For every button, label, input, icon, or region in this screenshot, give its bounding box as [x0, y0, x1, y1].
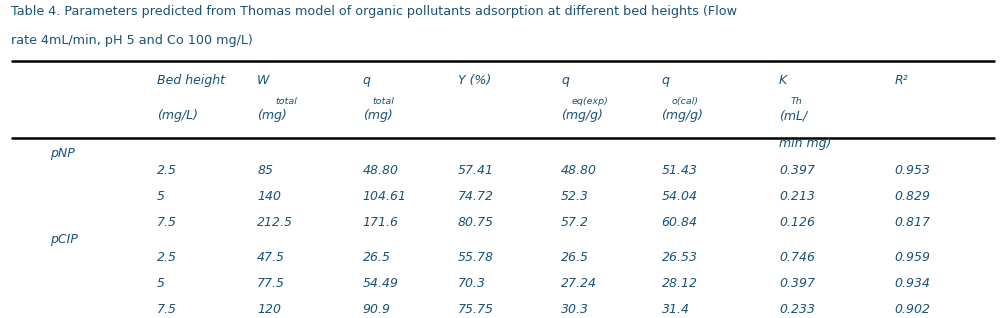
Text: Bed height: Bed height — [157, 74, 225, 87]
Text: 120: 120 — [258, 303, 282, 316]
Text: 30.3: 30.3 — [561, 303, 590, 316]
Text: 57.2: 57.2 — [561, 216, 590, 229]
Text: 0.397: 0.397 — [779, 164, 815, 177]
Text: 0.233: 0.233 — [779, 303, 815, 316]
Text: 26.5: 26.5 — [362, 251, 390, 264]
Text: total: total — [372, 97, 394, 106]
Text: total: total — [276, 97, 297, 106]
Text: 0.959: 0.959 — [894, 251, 931, 264]
Text: 48.80: 48.80 — [561, 164, 598, 177]
Text: 0.746: 0.746 — [779, 251, 815, 264]
Text: (mg/g): (mg/g) — [662, 109, 703, 122]
Text: 140: 140 — [258, 190, 282, 203]
Text: 55.78: 55.78 — [458, 251, 494, 264]
Text: Th: Th — [791, 97, 803, 106]
Text: 31.4: 31.4 — [662, 303, 689, 316]
Text: R²: R² — [894, 74, 907, 87]
Text: 77.5: 77.5 — [258, 277, 286, 290]
Text: 171.6: 171.6 — [362, 216, 398, 229]
Text: 60.84: 60.84 — [662, 216, 697, 229]
Text: 26.5: 26.5 — [561, 251, 590, 264]
Text: q: q — [662, 74, 669, 87]
Text: 57.41: 57.41 — [458, 164, 494, 177]
Text: pCIP: pCIP — [49, 233, 77, 246]
Text: 0.934: 0.934 — [894, 277, 931, 290]
Text: 27.24: 27.24 — [561, 277, 598, 290]
Text: min mg): min mg) — [779, 137, 831, 150]
Text: 0.953: 0.953 — [894, 164, 931, 177]
Text: 47.5: 47.5 — [258, 251, 286, 264]
Text: 52.3: 52.3 — [561, 190, 590, 203]
Text: 5: 5 — [157, 277, 165, 290]
Text: (mg/L): (mg/L) — [157, 109, 198, 122]
Text: 85: 85 — [258, 164, 274, 177]
Text: Y (%): Y (%) — [458, 74, 491, 87]
Text: 80.75: 80.75 — [458, 216, 494, 229]
Text: 28.12: 28.12 — [662, 277, 697, 290]
Text: 104.61: 104.61 — [362, 190, 406, 203]
Text: 0.126: 0.126 — [779, 216, 815, 229]
Text: rate 4mL/min, pH 5 and Co 100 mg/L): rate 4mL/min, pH 5 and Co 100 mg/L) — [11, 34, 254, 47]
Text: 2.5: 2.5 — [157, 251, 177, 264]
Text: 0.829: 0.829 — [894, 190, 931, 203]
Text: 7.5: 7.5 — [157, 216, 177, 229]
Text: (mL/: (mL/ — [779, 109, 807, 122]
Text: (mg/g): (mg/g) — [561, 109, 603, 122]
Text: pNP: pNP — [49, 147, 74, 160]
Text: 0.902: 0.902 — [894, 303, 931, 316]
Text: o(cal): o(cal) — [672, 97, 698, 106]
Text: 75.75: 75.75 — [458, 303, 494, 316]
Text: (mg): (mg) — [362, 109, 392, 122]
Text: 48.80: 48.80 — [362, 164, 398, 177]
Text: 212.5: 212.5 — [258, 216, 293, 229]
Text: 5: 5 — [157, 190, 165, 203]
Text: 90.9: 90.9 — [362, 303, 390, 316]
Text: q: q — [362, 74, 370, 87]
Text: (mg): (mg) — [258, 109, 287, 122]
Text: 7.5: 7.5 — [157, 303, 177, 316]
Text: 0.817: 0.817 — [894, 216, 931, 229]
Text: 54.04: 54.04 — [662, 190, 697, 203]
Text: K: K — [779, 74, 787, 87]
Text: 70.3: 70.3 — [458, 277, 486, 290]
Text: 51.43: 51.43 — [662, 164, 697, 177]
Text: 74.72: 74.72 — [458, 190, 494, 203]
Text: Table 4. Parameters predicted from Thomas model of organic pollutants adsorption: Table 4. Parameters predicted from Thoma… — [11, 5, 737, 18]
Text: 26.53: 26.53 — [662, 251, 697, 264]
Text: 2.5: 2.5 — [157, 164, 177, 177]
Text: eq(exp): eq(exp) — [571, 97, 608, 106]
Text: W: W — [258, 74, 270, 87]
Text: 0.397: 0.397 — [779, 277, 815, 290]
Text: 54.49: 54.49 — [362, 277, 398, 290]
Text: q: q — [561, 74, 569, 87]
Text: 0.213: 0.213 — [779, 190, 815, 203]
